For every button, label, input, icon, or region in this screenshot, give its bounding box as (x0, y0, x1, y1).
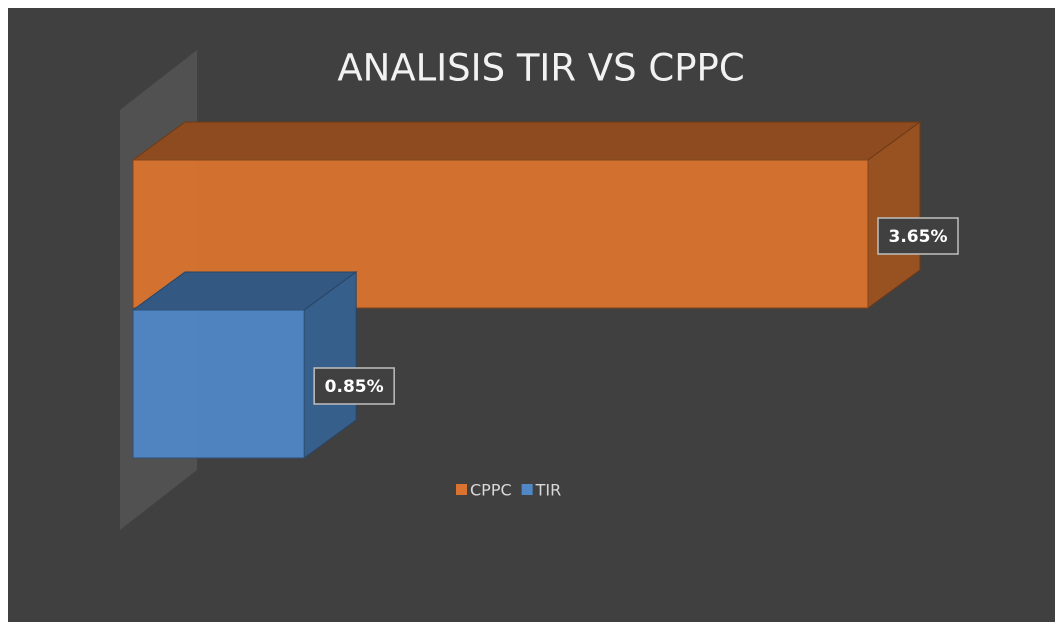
data-label-box (877, 217, 959, 255)
legend-label: CPPC (470, 481, 512, 500)
bar (132, 309, 305, 459)
bar-top (131, 121, 922, 161)
chart-title: ANALISIS TIR VS CPPC (337, 47, 744, 90)
legend-swatch (521, 484, 533, 495)
data-label-box (313, 367, 395, 405)
legend-label: TIR (535, 481, 562, 500)
data-label: 3.65% (889, 227, 948, 247)
data-label: 0.85% (325, 377, 384, 397)
legend-swatch (456, 484, 467, 495)
